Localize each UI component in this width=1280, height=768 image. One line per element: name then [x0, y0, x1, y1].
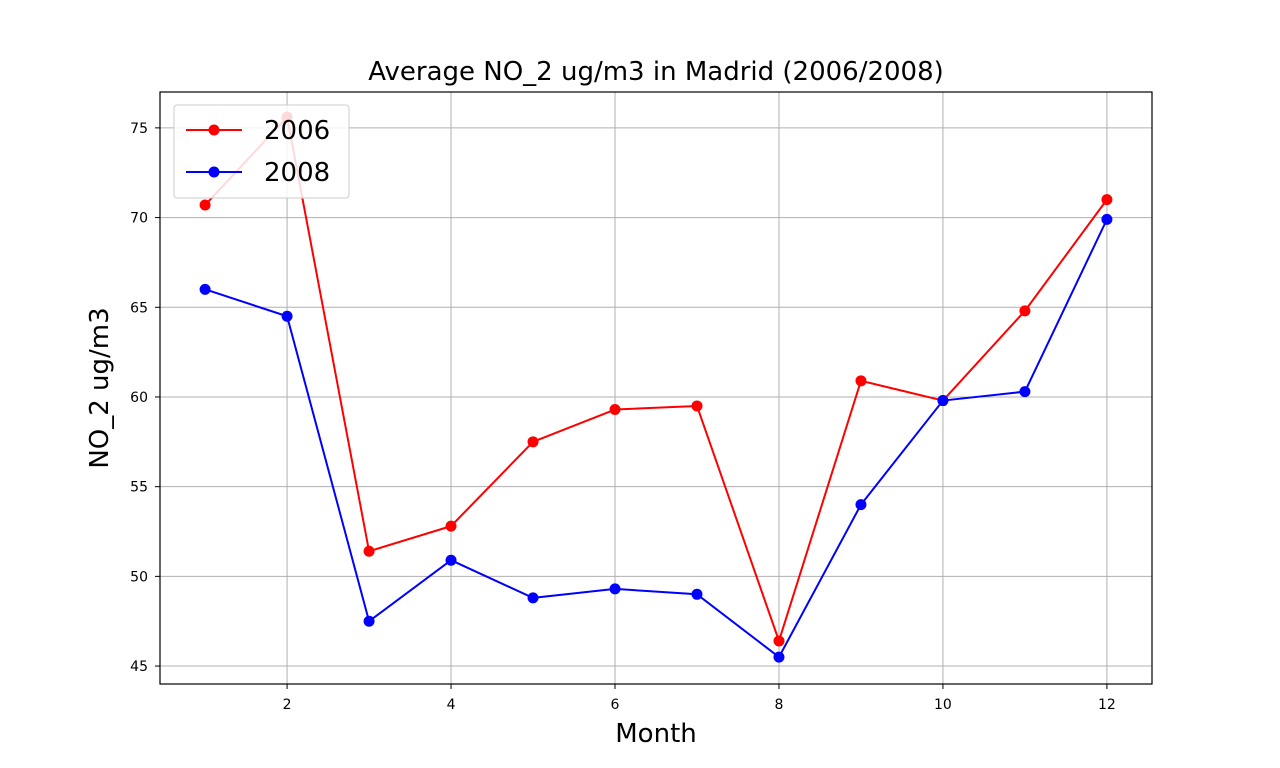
legend-marker-2006	[208, 124, 220, 136]
data-point-2008-3	[363, 615, 375, 627]
data-point-2008-2	[281, 310, 293, 322]
data-point-2008-10	[937, 395, 949, 407]
data-point-2008-12	[1101, 213, 1113, 225]
grid-layer	[160, 92, 1152, 684]
y-tick-label: 75	[130, 121, 148, 137]
data-point-2008-9	[855, 499, 867, 511]
plot-frame	[159, 91, 1153, 685]
data-point-2008-8	[773, 651, 785, 663]
data-point-2008-7	[691, 588, 703, 600]
data-point-2006-7	[691, 400, 703, 412]
data-point-2006-4	[445, 520, 457, 532]
data-point-2008-1	[199, 283, 211, 295]
y-tick-label: 45	[130, 659, 148, 675]
y-tick-label: 55	[130, 480, 148, 496]
y-axis-label: NO_2 ug/m3	[85, 307, 115, 468]
data-point-2006-8	[773, 635, 785, 647]
legend: 2006 2008	[173, 104, 350, 199]
x-tick-label: 4	[447, 697, 456, 713]
x-tick-label: 2	[283, 697, 292, 713]
data-point-2006-3	[363, 545, 375, 557]
data-point-2008-11	[1019, 386, 1031, 398]
data-point-2006-9	[855, 375, 867, 387]
data-point-2006-1	[199, 199, 211, 211]
data-point-2008-6	[609, 583, 621, 595]
series-line-2008	[204, 218, 1108, 659]
x-tick-label: 6	[611, 697, 620, 713]
data-point-2006-11	[1019, 305, 1031, 317]
data-point-2006-12	[1101, 194, 1113, 206]
data-point-2008-5	[527, 592, 539, 604]
legend-label-2006: 2006	[264, 116, 330, 146]
y-tick-label: 50	[130, 569, 148, 585]
x-tick-label: 8	[775, 697, 784, 713]
ticks-layer: 2 4 6 8 10 12 45 50 55 60 65 70 75	[130, 121, 1116, 713]
y-tick-label: 60	[130, 390, 148, 406]
legend-label-2008: 2008	[264, 158, 330, 188]
legend-marker-2008	[208, 166, 220, 178]
y-tick-label: 70	[130, 211, 148, 227]
x-axis-label: Month	[615, 719, 697, 749]
series-line-2006	[204, 116, 1108, 642]
data-point-2006-6	[609, 404, 621, 416]
data-point-2006-5	[527, 436, 539, 448]
y-tick-label: 65	[130, 300, 148, 316]
data-point-2008-4	[445, 554, 457, 566]
x-tick-label: 12	[1098, 697, 1116, 713]
x-tick-label: 10	[934, 697, 952, 713]
series-layer	[199, 111, 1113, 663]
chart-title: Average NO_2 ug/m3 in Madrid (2006/2008)	[368, 57, 944, 87]
